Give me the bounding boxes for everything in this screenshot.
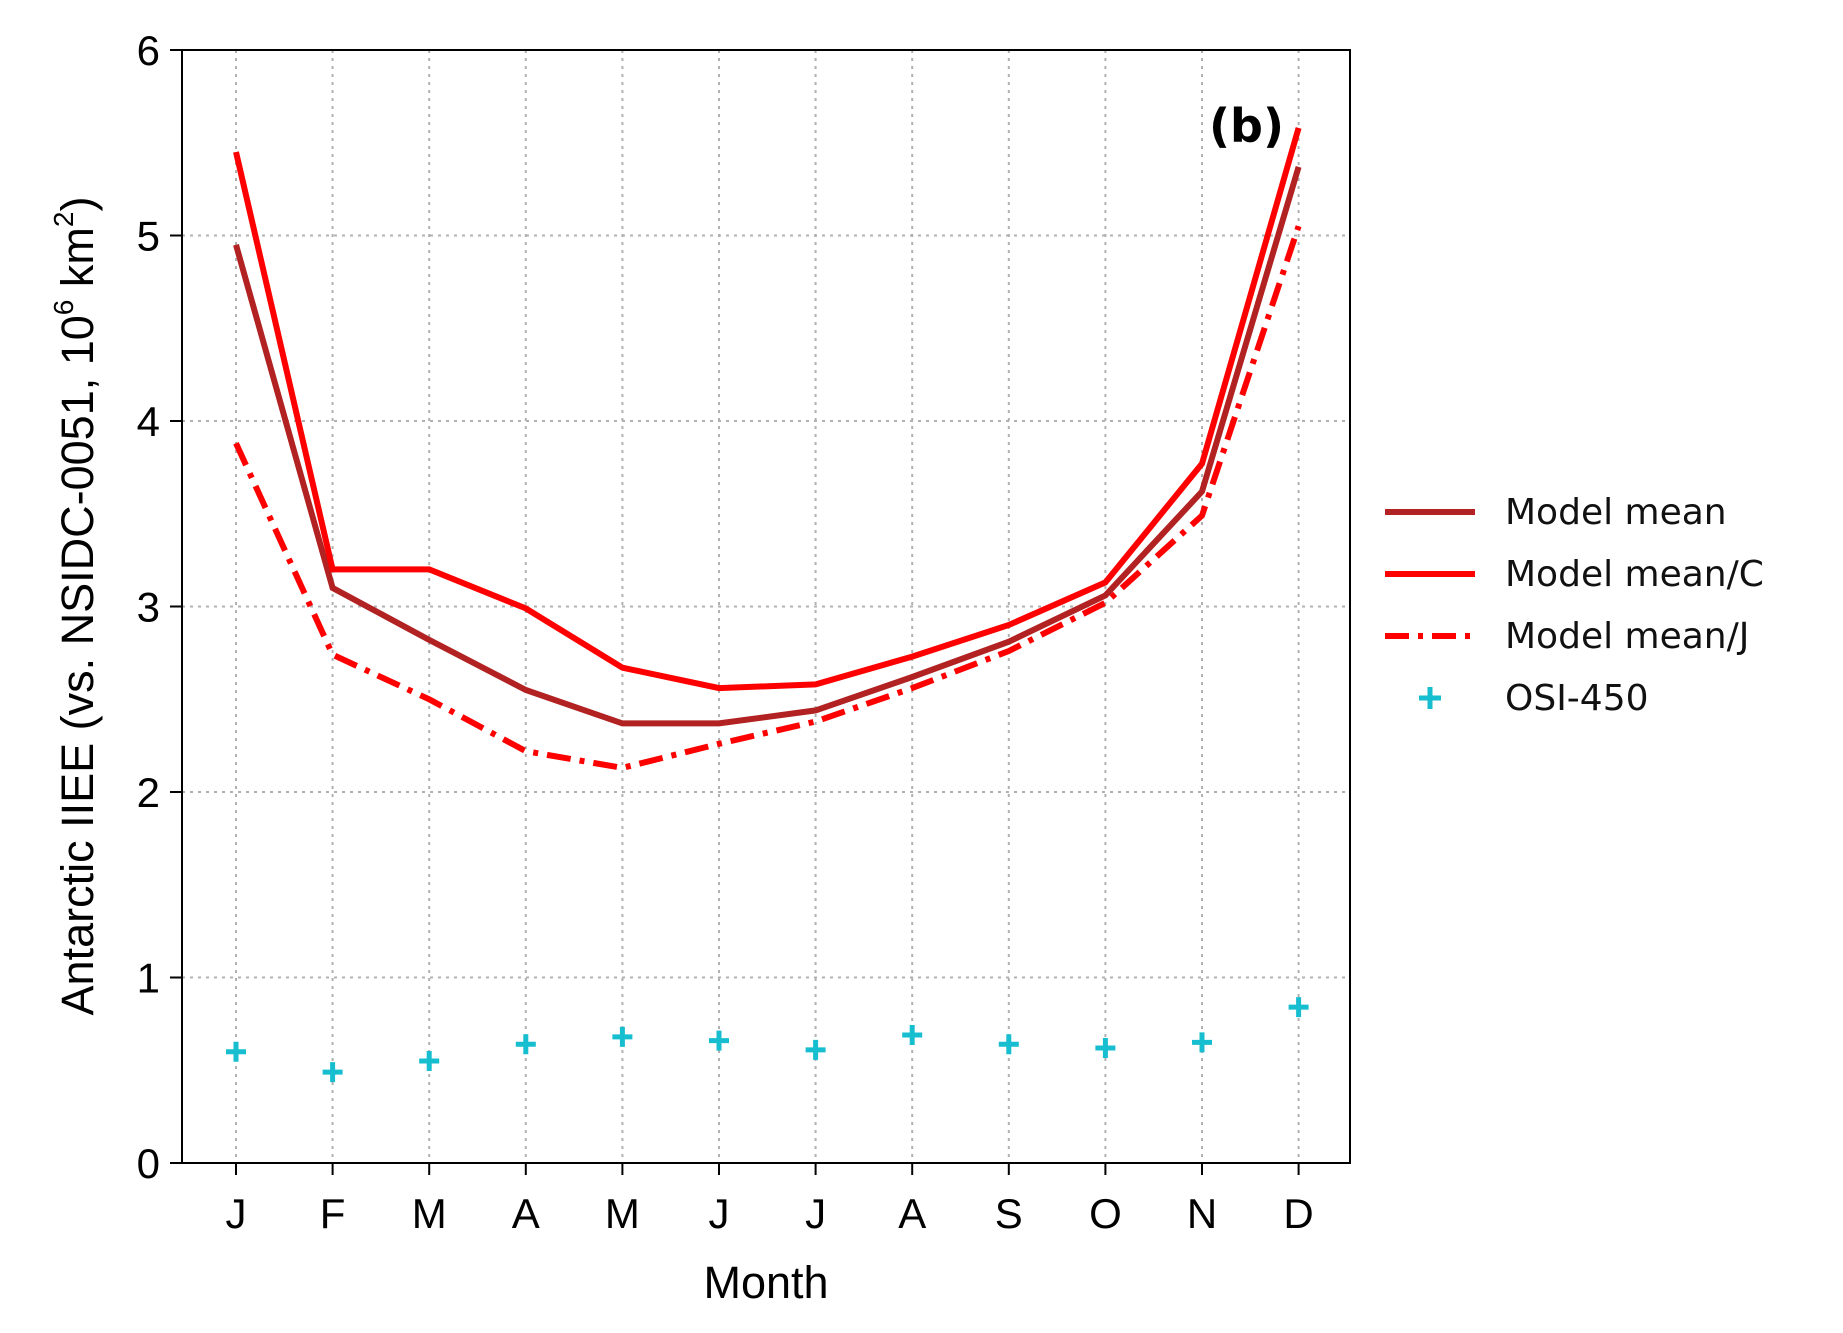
osi-450-point [902,1025,923,1046]
legend-label-model-mean-c: Model mean/C [1505,554,1764,595]
y-tick-label: 0 [137,1140,160,1187]
x-tick-label: O [1089,1190,1122,1237]
osi-450-point [1288,997,1309,1018]
grid [182,50,1350,1163]
x-tick-label: F [320,1190,346,1237]
x-tick-label: S [995,1190,1023,1237]
y-axis: 0 1 2 3 4 5 6 [137,27,182,1187]
legend-label-osi-450: OSI-450 [1505,678,1649,719]
y-axis-title-end: ) [52,197,103,212]
x-tick-label: J [226,1190,247,1237]
osi-450-point [515,1034,536,1055]
y-axis-title-main: Antarctic IIEE (vs. NSIDC-0051, 10 [52,315,103,1015]
osi-450-point [805,1039,826,1060]
osi-450-point [709,1030,729,1051]
x-tick-label: A [512,1190,540,1237]
x-axis-title: Month [703,1257,828,1308]
osi-450-point [1095,1037,1116,1058]
osi-450-point [419,1050,440,1071]
x-tick-label: N [1187,1190,1217,1237]
osi-450-point [322,1062,343,1083]
osi-450-point [612,1026,633,1047]
x-tick-label: D [1283,1190,1313,1237]
y-tick-label: 6 [137,27,160,74]
x-tick-label: J [709,1190,730,1237]
legend: Model mean Model mean/C Model mean/J OSI… [1385,492,1764,719]
osi-450-point [998,1034,1019,1055]
osi-450-point [1192,1032,1212,1053]
x-tick-label: M [605,1190,640,1237]
legend-label-model-mean: Model mean [1505,492,1727,533]
model-mean-line [233,166,1302,727]
y-tick-label: 4 [137,398,160,445]
series-layer [226,127,1309,1083]
legend-label-model-mean-j: Model mean/J [1505,616,1749,657]
x-tick-label: A [898,1190,926,1237]
osi-450-point [226,1041,246,1062]
x-tick-label: M [412,1190,447,1237]
y-axis-title-sup2: 2 [48,212,79,228]
panel-label: (b) [1209,99,1284,153]
y-axis-title-sup1: 6 [48,300,79,316]
model-mean-j-line [233,225,1302,771]
x-tick-label: J [805,1190,826,1237]
model-mean-c-line [233,127,1302,692]
y-axis-title: Antarctic IIEE (vs. NSIDC-0051, 106 km2) [48,197,103,1016]
y-tick-label: 5 [137,213,160,260]
y-tick-label: 1 [137,955,160,1002]
y-tick-label: 2 [137,769,160,816]
y-axis-title-mid: km [52,227,103,300]
y-tick-label: 3 [137,584,160,631]
legend-marker-osi-450 [1419,687,1441,709]
